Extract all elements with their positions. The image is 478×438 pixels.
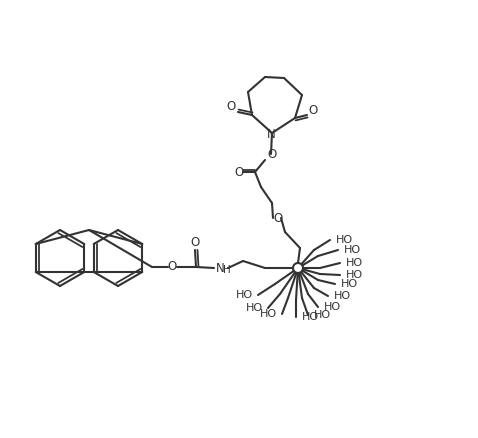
Text: HO: HO [336, 235, 353, 245]
Text: H: H [223, 265, 231, 275]
Text: HO: HO [346, 270, 362, 280]
Text: HO: HO [334, 291, 350, 301]
Text: O: O [267, 148, 277, 162]
Circle shape [293, 263, 303, 273]
Text: HO: HO [324, 302, 340, 312]
Text: HO: HO [236, 290, 252, 300]
Text: HO: HO [314, 310, 331, 320]
Text: O: O [190, 236, 200, 248]
Text: HO: HO [343, 245, 360, 255]
Text: HO: HO [340, 279, 358, 289]
Text: O: O [234, 166, 244, 179]
Text: O: O [308, 103, 317, 117]
Text: O: O [167, 261, 177, 273]
Text: O: O [227, 99, 236, 113]
Text: O: O [273, 212, 282, 225]
Text: HO: HO [302, 312, 318, 322]
Text: HO: HO [260, 309, 277, 319]
Text: HO: HO [346, 258, 362, 268]
Text: N: N [216, 261, 224, 275]
Text: HO: HO [245, 303, 262, 313]
Text: N: N [267, 128, 275, 141]
